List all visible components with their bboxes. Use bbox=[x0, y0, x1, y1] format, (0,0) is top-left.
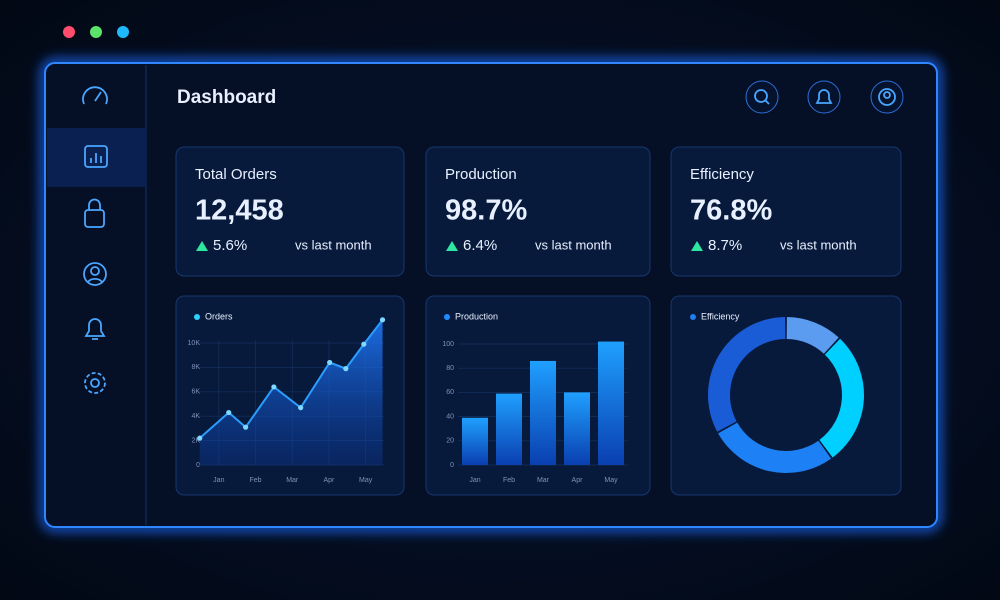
point bbox=[271, 384, 277, 390]
donut-segment bbox=[718, 422, 832, 473]
bar bbox=[462, 417, 488, 465]
y-tick-label: 8K bbox=[191, 364, 200, 371]
up-arrow bbox=[691, 241, 703, 251]
kpi-change: 6.4% bbox=[463, 237, 497, 254]
kpi-value: 98.7% bbox=[445, 195, 527, 227]
kpi-value: 12,458 bbox=[195, 195, 284, 227]
window-dot bbox=[90, 26, 102, 38]
y-tick-label: 0 bbox=[450, 462, 454, 469]
page-title: Dashboard bbox=[177, 87, 276, 108]
header-actions bbox=[745, 80, 904, 114]
x-tick-label: Feb bbox=[249, 477, 261, 484]
y-tick-label: 40 bbox=[446, 413, 454, 420]
y-tick-label: 4K bbox=[191, 413, 200, 420]
icon-lock[interactable] bbox=[84, 209, 105, 228]
x-tick-label: Jan bbox=[213, 477, 224, 484]
point bbox=[197, 435, 203, 441]
point bbox=[298, 405, 304, 411]
x-tick-label: Apr bbox=[323, 477, 335, 484]
legend-marker bbox=[690, 314, 696, 320]
bar bbox=[530, 360, 556, 465]
card bbox=[425, 146, 651, 277]
legend-label: Production bbox=[455, 311, 498, 321]
icon-gauge[interactable] bbox=[82, 86, 108, 105]
x-tick-label: May bbox=[359, 477, 373, 484]
sidebar-icons bbox=[82, 86, 108, 394]
donut-segment bbox=[786, 317, 839, 354]
icon-bell[interactable] bbox=[84, 318, 106, 340]
icon-reports[interactable] bbox=[84, 145, 108, 168]
icon-settings[interactable] bbox=[90, 378, 100, 388]
legend-marker bbox=[194, 314, 200, 320]
point bbox=[243, 424, 249, 430]
y-tick-label: 0 bbox=[196, 462, 200, 469]
x-tick-label: May bbox=[604, 477, 618, 484]
kpi-note: vs last month bbox=[295, 237, 372, 252]
y-tick-label: 6K bbox=[191, 389, 200, 396]
donut-segment bbox=[707, 317, 786, 432]
bar bbox=[598, 341, 624, 465]
search-button[interactable] bbox=[745, 80, 779, 114]
x-tick-label: Feb bbox=[503, 477, 515, 484]
up-arrow bbox=[196, 241, 208, 251]
window-dot bbox=[117, 26, 129, 38]
kpi-note: vs last month bbox=[780, 237, 857, 252]
point bbox=[327, 359, 333, 366]
icon-user[interactable] bbox=[83, 262, 107, 286]
x-tick-label: Mar bbox=[537, 477, 550, 484]
legend-label: Orders bbox=[205, 311, 233, 321]
point bbox=[343, 366, 349, 372]
x-tick-label: Apr bbox=[572, 477, 584, 484]
bar bbox=[496, 393, 522, 465]
y-tick-label: 100 bbox=[442, 341, 454, 348]
notification-button[interactable] bbox=[807, 80, 841, 114]
y-tick-label: 2K bbox=[191, 437, 200, 444]
profile-button[interactable] bbox=[870, 80, 904, 114]
y-tick-label: 80 bbox=[446, 365, 454, 372]
kpi-change: 5.6% bbox=[213, 237, 247, 254]
up-arrow bbox=[446, 241, 458, 251]
kpi-value: 76.8% bbox=[690, 195, 772, 227]
card bbox=[670, 146, 902, 277]
y-tick-label: 20 bbox=[446, 438, 454, 445]
donut-segment bbox=[819, 338, 864, 458]
point bbox=[226, 409, 232, 416]
window-dot bbox=[63, 26, 75, 38]
kpi-label: Production bbox=[445, 166, 517, 183]
kpi-label: Efficiency bbox=[690, 166, 754, 183]
y-tick-label: 10K bbox=[188, 340, 201, 347]
kpi-change: 8.7% bbox=[708, 237, 742, 254]
bar bbox=[564, 392, 590, 465]
point bbox=[361, 341, 367, 347]
card bbox=[175, 146, 405, 277]
kpi-label: Total Orders bbox=[195, 166, 277, 183]
point bbox=[379, 317, 386, 323]
y-tick-label: 60 bbox=[446, 389, 454, 396]
legend-marker bbox=[444, 314, 450, 320]
legend-label: Efficiency bbox=[701, 311, 740, 321]
x-tick-label: Jan bbox=[469, 477, 480, 484]
kpi-note: vs last month bbox=[535, 237, 612, 252]
x-tick-label: Mar bbox=[286, 477, 299, 484]
